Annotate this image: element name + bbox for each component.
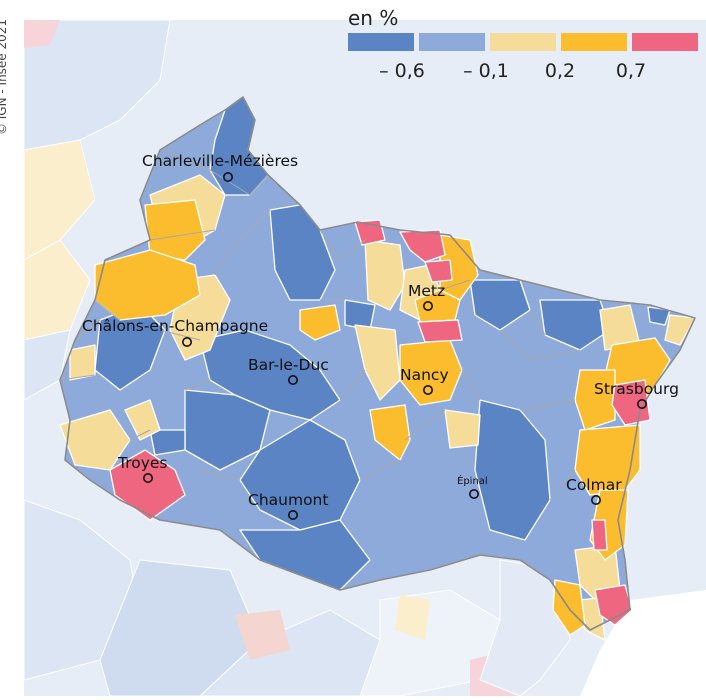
strasbourg-marker-icon (636, 398, 647, 409)
city-label-nancy: Nancy (400, 366, 449, 384)
charleville-mezieres-marker-icon (223, 172, 234, 183)
city-label-strasbourg: Strasbourg (594, 380, 679, 398)
city-label-charleville-mezieres: Charleville-Mézières (142, 152, 298, 170)
troyes-marker-icon (143, 472, 154, 483)
legend-color-scale (348, 33, 698, 51)
legend-threshold-3: 0,2 (544, 60, 576, 82)
city-label-epinal: Épinal (457, 474, 488, 487)
colmar-marker-icon (590, 494, 601, 505)
legend-swatch-1 (348, 33, 414, 51)
region-grand-est (59, 96, 696, 641)
legend-threshold-2: – 0,1 (463, 60, 509, 82)
city-label-bar-le-duc: Bar-le-Duc (248, 356, 329, 374)
city-markers: Charleville-Mézières Châlons-en-Champagne… (82, 152, 679, 520)
legend-swatch-2 (419, 33, 485, 51)
legend-swatch-4 (561, 33, 627, 51)
epinal-marker-icon (468, 488, 479, 499)
nancy-marker-icon (422, 384, 433, 395)
copyright-credit: © IGN - Insee 2021 (0, 18, 10, 135)
bar-le-duc-marker-icon (287, 374, 298, 385)
legend-title: en % (348, 6, 399, 30)
chaumont-marker-icon (287, 509, 298, 520)
city-label-colmar: Colmar (566, 476, 622, 494)
legend-threshold-4: 0,7 (615, 60, 647, 82)
city-label-chaumont: Chaumont (248, 491, 328, 509)
city-label-metz: Metz (408, 282, 445, 300)
legend-threshold-1: – 0,6 (379, 60, 425, 82)
chalons-en-champagne-marker-icon (182, 336, 193, 347)
city-label-chalons-en-champagne: Châlons-en-Champagne (82, 317, 268, 335)
legend-swatch-3 (490, 33, 556, 51)
metz-marker-icon (422, 300, 433, 311)
legend-swatch-5 (632, 33, 698, 51)
city-label-troyes: Troyes (117, 454, 168, 472)
